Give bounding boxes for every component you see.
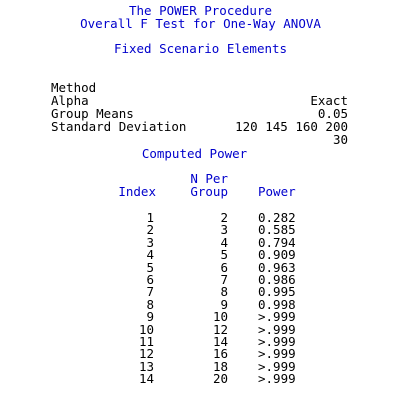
procedure-title: The POWER Procedure xyxy=(129,3,272,18)
fixed-row-group-means: Group Means 120 145 160 200 xyxy=(51,94,348,133)
row-power-cell: >.999 xyxy=(258,371,296,387)
row-index-cell: 2 xyxy=(146,222,154,238)
fixed-row-value: Exact xyxy=(310,93,348,108)
fixed-row-label: Group Means xyxy=(51,106,134,121)
row-power-cell: 0.282 xyxy=(258,210,296,225)
row-power-cell: 0.995 xyxy=(258,284,296,300)
row-n-per-group-cell: 5 xyxy=(220,247,228,263)
fixed-row-std-dev: Standard Deviation 30 xyxy=(51,107,348,146)
row-n-per-group-cell: 4 xyxy=(220,234,228,250)
row-power-cell: >.999 xyxy=(258,334,296,349)
row-n-per-group-cell: 16 xyxy=(212,346,228,362)
row-n-per-group-cell: 20 xyxy=(212,371,228,387)
row-n-per-group-cell: 10 xyxy=(212,309,228,325)
row-index-cell: 14 xyxy=(138,371,154,387)
row-index-cell: 5 xyxy=(146,259,154,275)
row-n-per-group-cell: 2 xyxy=(220,210,228,225)
row-n-per-group-cell: 8 xyxy=(220,284,228,300)
row-n-per-group-cell: 3 xyxy=(220,222,228,238)
row-index-cell: 1 xyxy=(146,210,154,225)
fixed-row-value: 0.05 xyxy=(317,106,348,121)
fixed-row-label: Standard Deviation xyxy=(51,119,187,134)
col-header-power: Power xyxy=(258,184,296,199)
row-index-cell: 6 xyxy=(146,272,154,287)
row-n-per-group-cell: 7 xyxy=(220,272,228,287)
row-power-cell: 0.998 xyxy=(258,296,296,312)
row-power-cell: 0.794 xyxy=(258,234,296,250)
fixed-row-label: Alpha xyxy=(51,93,89,108)
col-header-index: Index xyxy=(118,184,156,199)
procedure-subtitle: Overall F Test for One-Way ANOVA xyxy=(80,16,321,31)
row-power-cell: 0.963 xyxy=(258,259,296,275)
row-n-per-group-cell: 14 xyxy=(212,334,228,349)
row-power-cell: 0.986 xyxy=(258,272,296,287)
row-index-cell: 3 xyxy=(146,234,154,250)
row-n-per-group-cell: 18 xyxy=(212,358,228,374)
row-index-cell: 11 xyxy=(138,334,154,349)
row-index-cell: 10 xyxy=(138,321,154,337)
row-index-cell: 12 xyxy=(138,346,154,362)
fixed-row-value: 120 145 160 200 xyxy=(235,119,348,134)
col-header-n-per-line1: N Per xyxy=(190,171,228,186)
fixed-scenario-heading: Fixed Scenario Elements xyxy=(113,41,288,56)
row-n-per-group-cell: 6 xyxy=(220,259,228,275)
computed-power-heading: Computed Power xyxy=(141,146,248,161)
fixed-row-label: Method xyxy=(51,80,97,95)
row-power-cell: >.999 xyxy=(258,321,296,337)
row-power-cell: >.999 xyxy=(258,358,296,374)
fixed-row-value: 30 xyxy=(332,132,348,147)
col-header-n-per-line2: Group xyxy=(190,184,228,199)
row-index-cell: 8 xyxy=(146,296,154,312)
row-index-cell: 7 xyxy=(146,284,154,300)
fixed-row-alpha: Alpha 0.05 xyxy=(51,81,348,120)
row-power-cell: >.999 xyxy=(258,309,296,325)
row-power-cell: 0.585 xyxy=(258,222,296,238)
row-power-cell: 0.909 xyxy=(258,247,296,263)
row-index-cell: 4 xyxy=(146,247,154,263)
row-index-cell: 13 xyxy=(138,358,154,374)
row-n-per-group-cell: 12 xyxy=(212,321,228,337)
row-n-per-group-cell: 9 xyxy=(220,296,228,312)
row-power-cell: >.999 xyxy=(258,346,296,362)
fixed-row-method: Method Exact xyxy=(51,68,348,107)
row-index-cell: 9 xyxy=(146,309,154,325)
